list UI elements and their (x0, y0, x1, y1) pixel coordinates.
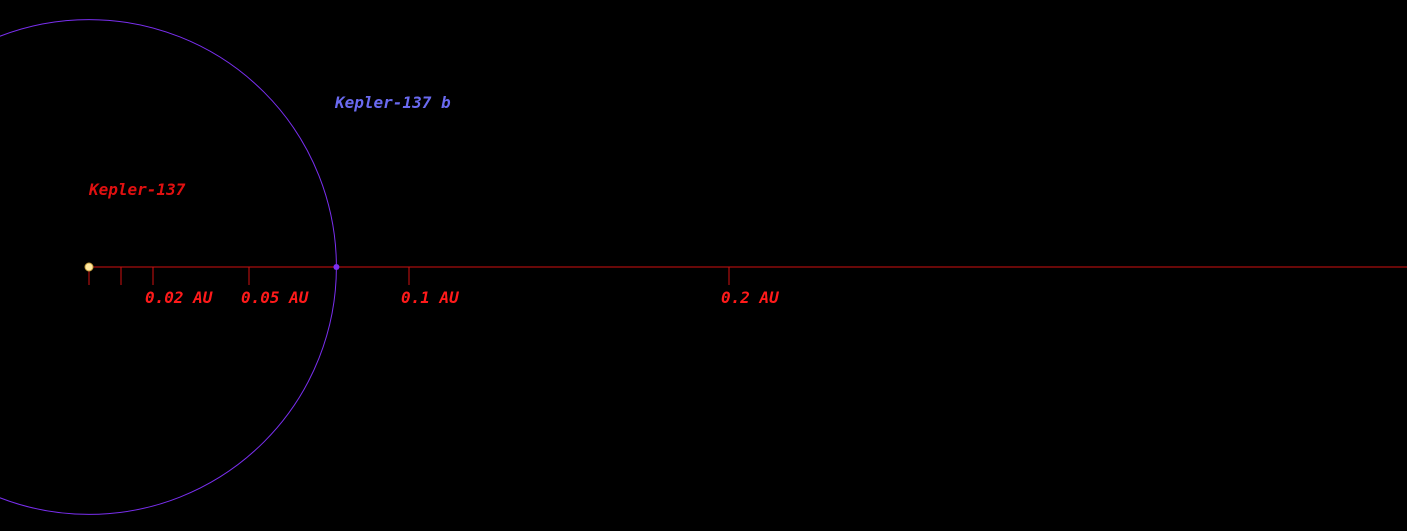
scale-labels: 0.02 AU 0.05 AU 0.1 AU 0.2 AU (145, 288, 779, 307)
scale-label: 0.05 AU (241, 288, 309, 307)
star-label: Kepler-137 (88, 180, 186, 199)
planet-label: Kepler-137 b (334, 93, 451, 112)
scale-label: 0.02 AU (145, 288, 213, 307)
scale-label: 0.2 AU (721, 288, 779, 307)
planet-marker (333, 264, 340, 270)
scale-label: 0.1 AU (401, 288, 459, 307)
star-marker (84, 262, 94, 272)
